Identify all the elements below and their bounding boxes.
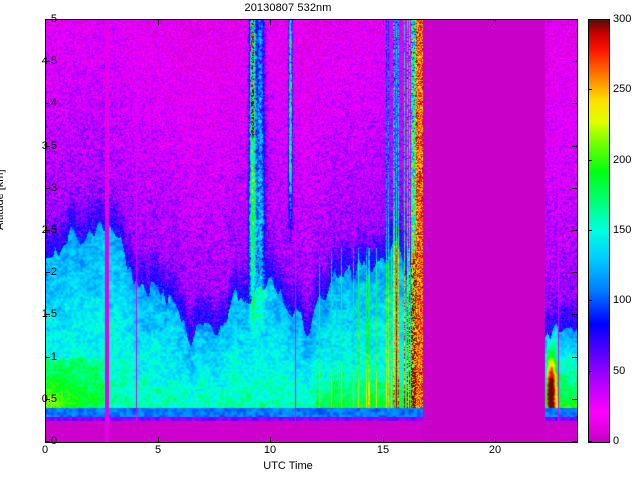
y-tick-label: 1 — [50, 351, 57, 363]
y-tick-mark — [572, 230, 577, 231]
colorbar-tick-label: 300 — [613, 13, 632, 25]
y-axis-title: Altitude [km] — [0, 169, 6, 230]
x-tick-mark — [45, 437, 46, 442]
x-tick-mark — [158, 437, 159, 442]
y-tick-mark — [572, 188, 577, 189]
y-tick-label: 0.5 — [41, 393, 57, 405]
x-tick-mark — [270, 437, 271, 442]
x-tick-mark — [495, 20, 496, 25]
y-tick-mark — [45, 103, 50, 104]
y-tick-label: 4.5 — [41, 55, 57, 67]
y-tick-mark — [45, 230, 50, 231]
colorbar-tick-mark — [588, 89, 592, 90]
x-tick-mark — [383, 437, 384, 442]
colorbar-tick-label: 0 — [613, 435, 620, 447]
figure-title: 20130807 532nm — [244, 2, 332, 14]
y-tick-mark — [572, 357, 577, 358]
x-tick-label: 15 — [376, 444, 390, 456]
y-tick-label: 3.5 — [41, 140, 57, 152]
x-tick-mark — [495, 437, 496, 442]
y-tick-mark — [45, 399, 50, 400]
y-tick-mark — [45, 314, 50, 315]
colorbar-tick-label: 100 — [613, 294, 632, 306]
heatmap-image — [46, 20, 577, 442]
y-tick-label: 5 — [50, 13, 57, 25]
y-tick-mark — [45, 357, 50, 358]
colorbar-tick-mark — [588, 441, 592, 442]
x-tick-mark — [158, 20, 159, 25]
y-tick-label: 4 — [50, 97, 57, 109]
colorbar-tick-mark — [588, 19, 592, 20]
y-tick-mark — [572, 103, 577, 104]
x-tick-label: 5 — [154, 444, 162, 456]
y-tick-label: 0 — [50, 435, 57, 447]
x-tick-label: 10 — [263, 444, 277, 456]
x-tick-label: 0 — [41, 444, 49, 456]
colorbar-tick-label: 200 — [613, 154, 632, 166]
y-tick-label: 1.5 — [41, 308, 57, 320]
y-tick-mark — [45, 61, 50, 62]
y-tick-label: 2 — [50, 266, 57, 278]
x-tick-mark — [45, 20, 46, 25]
x-axis-title: UTC Time — [263, 460, 313, 472]
colorbar-tick-mark — [588, 371, 592, 372]
y-tick-label: 3 — [50, 182, 57, 194]
y-tick-mark — [572, 146, 577, 147]
colorbar-tick-label: 150 — [613, 224, 632, 236]
y-tick-label: 2.5 — [41, 224, 57, 236]
y-tick-mark — [572, 399, 577, 400]
colorbar-tick-label: 50 — [613, 365, 626, 377]
y-tick-mark — [572, 19, 577, 20]
colorbar-tick-mark — [588, 160, 592, 161]
y-tick-mark — [45, 441, 50, 442]
y-tick-mark — [572, 272, 577, 273]
colorbar — [588, 19, 610, 443]
colorbar-tick-label: 250 — [613, 83, 632, 95]
y-tick-mark — [45, 272, 50, 273]
x-tick-label: 20 — [488, 444, 502, 456]
y-tick-mark — [45, 19, 50, 20]
colorbar-gradient — [589, 20, 609, 442]
x-tick-mark — [383, 20, 384, 25]
y-tick-mark — [572, 314, 577, 315]
y-tick-mark — [45, 146, 50, 147]
y-tick-mark — [572, 441, 577, 442]
heatmap-axes — [45, 19, 578, 443]
y-tick-mark — [45, 188, 50, 189]
colorbar-tick-mark — [588, 300, 592, 301]
colorbar-tick-mark — [588, 230, 592, 231]
x-tick-mark — [270, 20, 271, 25]
y-tick-mark — [572, 61, 577, 62]
